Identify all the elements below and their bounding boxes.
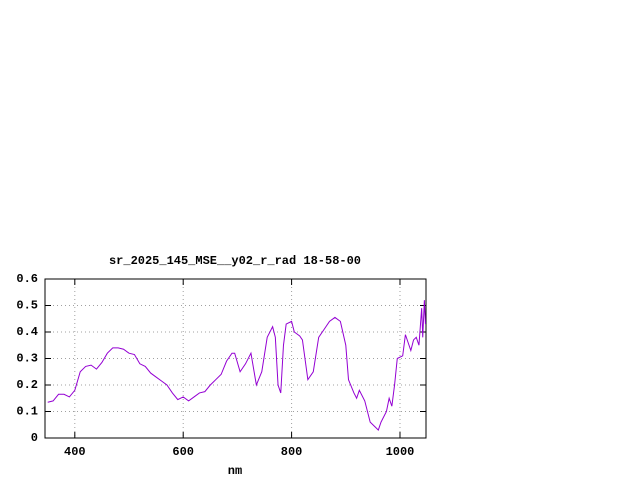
y-tick-label: 0.3 [16,352,38,366]
x-tick-label: 600 [172,445,194,459]
y-tick-label: 0 [31,431,38,445]
data-line [47,300,426,431]
x-tick-label: 1000 [386,445,415,459]
y-tick-label: 0.6 [16,272,38,286]
y-tick-label: 0.2 [16,378,38,392]
y-tick-label: 0.1 [16,405,38,419]
y-tick-label: 0.5 [16,299,38,313]
x-axis-label: nm [228,464,242,478]
y-tick-label: 0.4 [16,325,38,339]
plot-frame [44,278,427,439]
x-tick-label: 800 [281,445,303,459]
x-tick-label: 400 [64,445,86,459]
chart-title: sr_2025_145_MSE__y02_r_rad 18-58-00 [109,254,361,268]
